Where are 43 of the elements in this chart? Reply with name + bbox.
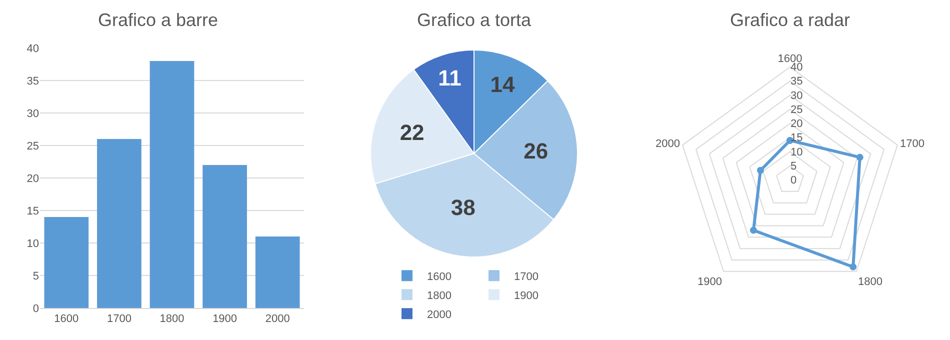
y-tick-label: 30 <box>790 90 803 102</box>
y-tick-label: 40 <box>26 42 39 55</box>
y-tick-label: 35 <box>26 75 39 88</box>
chart-title: Grafico a barre <box>98 10 218 30</box>
legend-label: 1700 <box>514 270 538 283</box>
y-tick-label: 20 <box>26 172 39 185</box>
chart-title: Grafico a torta <box>416 10 532 30</box>
bar <box>97 139 142 308</box>
y-tick-label: 25 <box>26 140 39 152</box>
bar <box>202 165 247 308</box>
y-tick-label: 20 <box>790 118 803 130</box>
y-tick-label: 15 <box>26 205 39 218</box>
data-label: 22 <box>400 120 424 146</box>
y-tick-label: 5 <box>790 160 797 172</box>
spoke-label: 1700 <box>900 138 925 150</box>
x-tick-label: 1900 <box>212 313 238 326</box>
legend-label: 1800 <box>427 290 452 302</box>
bar <box>255 236 300 308</box>
y-tick-label: 30 <box>26 108 39 120</box>
bar <box>44 217 89 308</box>
legend-label: 1600 <box>427 270 452 283</box>
x-tick-label: 1700 <box>106 313 132 326</box>
y-tick-label: 40 <box>790 62 803 74</box>
y-tick-label: 0 <box>790 174 797 187</box>
y-tick-label: 10 <box>26 238 39 250</box>
y-tick-label: 25 <box>790 104 803 116</box>
data-label: 38 <box>450 194 476 220</box>
x-tick-label: 2000 <box>265 313 290 326</box>
data-label: 11 <box>438 66 462 91</box>
data-label: 26 <box>524 138 548 164</box>
legend-label: 1900 <box>514 290 538 302</box>
spoke-label: 2000 <box>655 138 680 150</box>
y-tick-label: 35 <box>790 76 803 88</box>
spoke-label: 1900 <box>698 276 722 288</box>
x-tick-label: 1600 <box>54 313 79 326</box>
y-tick-label: 0 <box>32 302 39 315</box>
bar <box>150 61 194 308</box>
spoke-label: 1800 <box>858 276 882 288</box>
y-tick-label: 5 <box>32 270 39 282</box>
x-tick-label: 1800 <box>160 313 184 326</box>
data-label: 14 <box>490 72 516 98</box>
y-tick-label: 10 <box>790 146 803 158</box>
chart-title: Grafico a radar <box>730 10 850 30</box>
